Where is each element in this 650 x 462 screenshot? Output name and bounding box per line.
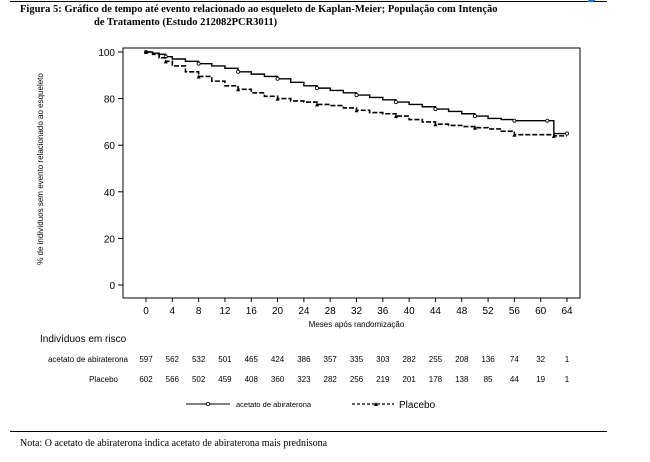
risk-count: 360: [271, 375, 285, 384]
censor-mark-placebo: [433, 122, 438, 127]
legend-label-abiraterona: acetato de abiraterona: [236, 400, 312, 409]
censor-mark-abiraterona: [275, 76, 280, 81]
y-tick-label: 100: [98, 48, 115, 59]
risk-count: 138: [455, 375, 469, 384]
risk-count: 424: [271, 355, 285, 364]
censor-mark-placebo: [315, 102, 320, 107]
risk-count: 201: [402, 375, 416, 384]
risk-count: 566: [166, 375, 180, 384]
x-tick-label: 4: [170, 306, 176, 317]
censor-mark-abiraterona: [433, 107, 438, 112]
censor-mark-placebo: [354, 108, 359, 113]
figure-title-line1: Figura 5: Gráfico de tempo até evento re…: [20, 4, 498, 15]
censor-mark-placebo: [144, 50, 148, 54]
risk-table-header: Indivíduos em risco: [40, 334, 127, 345]
y-tick-label: 20: [104, 234, 116, 245]
x-tick-label: 64: [561, 306, 573, 317]
x-tick-label: 24: [298, 306, 310, 317]
risk-count: 256: [350, 375, 364, 384]
censor-mark-placebo: [236, 87, 241, 92]
series-line-placebo: [146, 51, 567, 137]
risk-count: 386: [297, 355, 311, 364]
censor-mark-placebo: [196, 74, 201, 79]
x-axis-label: Meses após randomização: [309, 320, 405, 329]
x-tick-label: 44: [430, 306, 442, 317]
footnote: Nota: O acetato de abiraterona indica ac…: [20, 438, 328, 449]
x-tick-label: 48: [456, 306, 468, 317]
x-tick-label: 60: [535, 306, 547, 317]
censor-mark-abiraterona: [393, 100, 398, 105]
censor-mark-placebo: [472, 125, 477, 130]
risk-count: 282: [402, 355, 416, 364]
risk-count: 282: [324, 375, 338, 384]
risk-count: 501: [218, 355, 232, 364]
censor-mark-abiraterona: [545, 118, 550, 123]
risk-count: 562: [166, 355, 180, 364]
censor-mark-abiraterona: [354, 93, 359, 98]
risk-count: 465: [245, 355, 259, 364]
risk-count: 597: [139, 355, 153, 364]
censor-mark-abiraterona: [512, 118, 517, 123]
risk-count: 357: [324, 355, 338, 364]
risk-count: 32: [536, 355, 545, 364]
censor-mark-abiraterona: [236, 69, 241, 74]
risk-count: 178: [429, 375, 443, 384]
risk-count: 255: [429, 355, 443, 364]
y-tick-label: 60: [104, 141, 116, 152]
risk-count: 1: [565, 375, 570, 384]
x-tick-label: 36: [377, 306, 389, 317]
censor-mark-placebo: [163, 59, 168, 64]
x-tick-label: 28: [325, 306, 337, 317]
x-tick-label: 32: [351, 306, 363, 317]
risk-count: 502: [192, 375, 206, 384]
risk-count: 1: [565, 355, 570, 364]
censor-mark-placebo: [512, 132, 517, 137]
risk-row-label: Placebo: [89, 375, 118, 384]
x-tick-label: 8: [196, 306, 202, 317]
x-tick-label: 20: [272, 306, 284, 317]
risk-count: 44: [510, 375, 519, 384]
y-tick-label: 40: [104, 188, 116, 199]
risk-count: 602: [139, 375, 153, 384]
censor-mark-abiraterona: [196, 61, 201, 66]
y-tick-label: 80: [104, 95, 116, 106]
x-tick-label: 40: [404, 306, 416, 317]
top-rule: [10, 1, 607, 2]
bottom-rule: [10, 431, 607, 432]
x-tick-label: 16: [246, 306, 258, 317]
x-tick-label: 52: [483, 306, 495, 317]
risk-count: 323: [297, 375, 311, 384]
y-tick-label: 0: [109, 281, 115, 292]
censor-mark-abiraterona: [565, 131, 570, 136]
risk-row-label: acetato de abiraterona: [48, 355, 129, 364]
censor-mark-placebo: [393, 114, 398, 119]
risk-count: 335: [350, 355, 364, 364]
figure-title: Figura 5: Gráfico de tempo até evento re…: [20, 4, 610, 29]
risk-count: 459: [218, 375, 232, 384]
risk-count: 532: [192, 355, 206, 364]
legend-marker-abiraterona: [205, 401, 210, 406]
figure-title-line2: de Tratamento (Estudo 212082PCR3011): [94, 16, 278, 28]
risk-count: 19: [536, 375, 545, 384]
series-line-abiraterona: [146, 51, 567, 135]
risk-count: 74: [510, 355, 519, 364]
legend-marker-placebo: [374, 402, 378, 406]
risk-count: 303: [376, 355, 390, 364]
censor-mark-placebo: [275, 96, 280, 101]
censor-mark-abiraterona: [472, 114, 477, 119]
risk-count: 136: [481, 355, 495, 364]
censor-mark-placebo: [551, 133, 556, 138]
x-tick-label: 12: [219, 306, 231, 317]
risk-count: 408: [245, 375, 259, 384]
x-tick-label: 56: [509, 306, 521, 317]
plot-frame: [122, 47, 581, 299]
risk-count: 219: [376, 375, 390, 384]
risk-count: 208: [455, 355, 469, 364]
x-tick-label: 0: [143, 306, 149, 317]
risk-count: 85: [484, 375, 493, 384]
legend-label-placebo: Placebo: [399, 400, 436, 411]
y-axis-label: % de indivíduos sem evento relacionado a…: [36, 73, 45, 265]
censor-mark-abiraterona: [315, 86, 320, 91]
